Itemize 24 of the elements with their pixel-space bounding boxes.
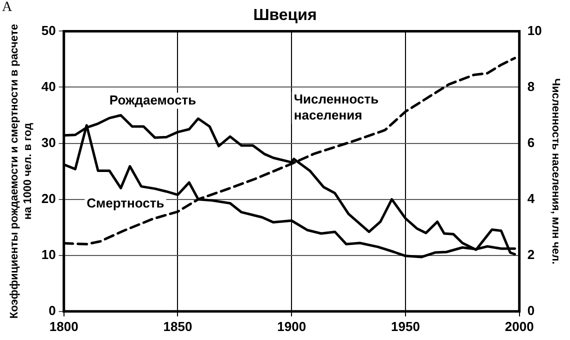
x-tick-label: 1800: [49, 318, 78, 334]
y-tick-label: 40: [41, 78, 56, 94]
y2-tick-label: 10: [527, 22, 542, 38]
y2-tick-label: 8: [527, 78, 535, 94]
y2-tick-label: 6: [527, 134, 535, 150]
y2-tick-label: 2: [527, 246, 535, 262]
y-tick-label: 10: [41, 246, 56, 262]
x-tick-label: 1850: [163, 318, 192, 334]
y2-axis-title: Численность населения, млн чел.: [549, 78, 562, 264]
chart-title: Швеция: [253, 7, 317, 24]
y-tick-label: 20: [41, 190, 56, 206]
series-label: Рождаемость: [109, 92, 196, 108]
y2-tick-label: 4: [527, 190, 536, 206]
y-tick-label: 50: [41, 22, 56, 38]
series-label: Численность населения: [294, 91, 379, 122]
y-tick-label: 0: [48, 302, 56, 318]
series-label: Смертность: [86, 195, 164, 210]
y2-tick-label: 0: [527, 302, 535, 318]
y-tick-label: 30: [41, 134, 56, 150]
text: A: [2, 0, 12, 16]
y-axis-title: Коэффициенты рождаемости и смертности в расчете на 1000 чел. в год: [8, 24, 34, 319]
x-tick-label: 1900: [277, 318, 306, 334]
x-tick-label: 1950: [391, 318, 420, 334]
x-tick-label: 2000: [504, 318, 534, 334]
